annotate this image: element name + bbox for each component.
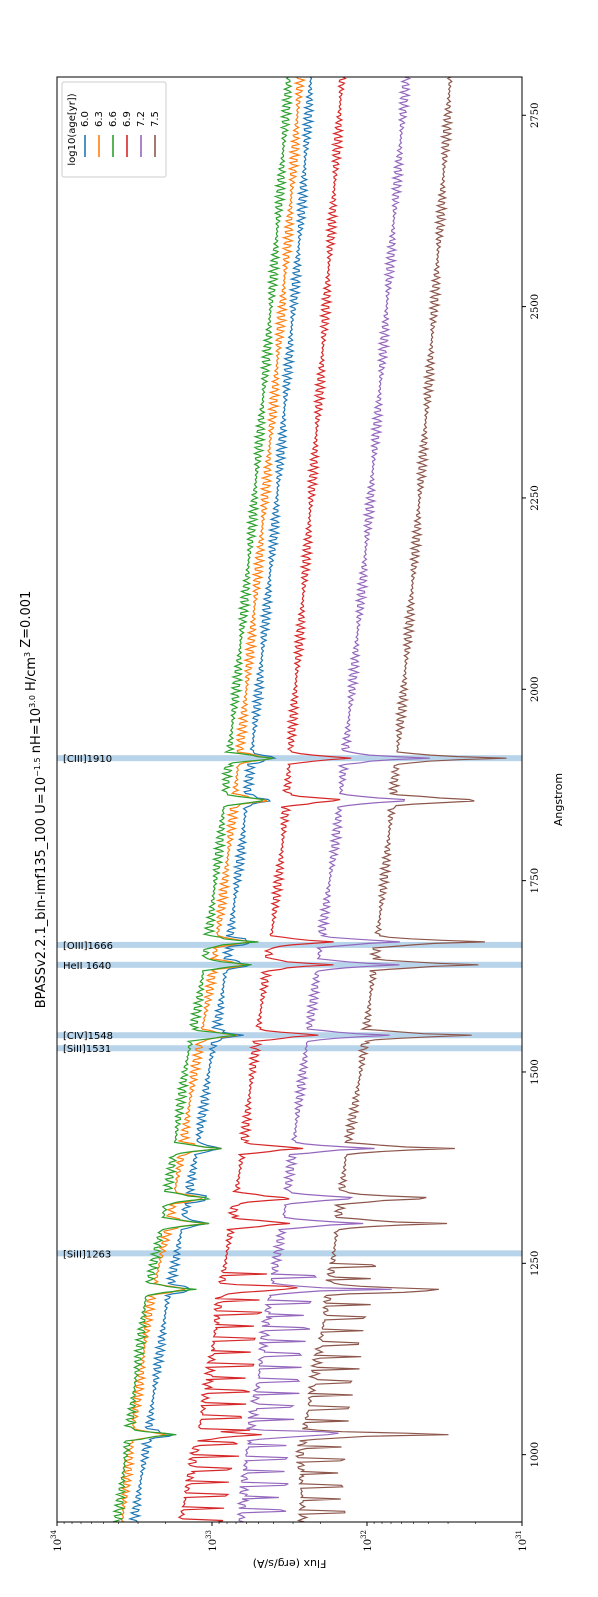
emission-line-label-0: [SiII]1263 xyxy=(63,1249,111,1260)
emission-line-label-5: [CIII]1910 xyxy=(63,754,112,765)
y-axis-ticks: 1031 1032 1033 1034 xyxy=(50,1522,529,1552)
y-axis-label: Flux (erg/s/A) xyxy=(253,1557,327,1570)
series-line-7.2 xyxy=(236,76,430,1523)
series-line-6.3 xyxy=(120,76,307,1523)
emission-band-0 xyxy=(57,1250,522,1257)
legend-label-6.9: 6.9 xyxy=(122,111,133,127)
emission-band-3 xyxy=(57,961,522,968)
series-line-7.5 xyxy=(294,76,507,1523)
chart-title: BPASSv2.2.1_bin-imf135_100 U=10−1.5 nH=1… xyxy=(19,591,49,1009)
legend-label-7.5: 7.5 xyxy=(150,111,161,127)
legend: log10(age[yr]) 6.0 6.3 6.6 6.9 7.2 7.5 xyxy=(61,81,167,178)
x-axis-ticks: 1000 1250 1500 1750 2000 2250 2500 2750 xyxy=(522,103,541,1467)
series-line-6.6 xyxy=(112,76,294,1523)
emission-band-1 xyxy=(57,1045,522,1052)
x-tick-label-3: 1750 xyxy=(530,868,541,893)
y-tick-label-0: 1031 xyxy=(515,1530,529,1552)
emission-line-label-2: [CIV]1548 xyxy=(63,1031,113,1042)
x-axis-label: Angstrom xyxy=(552,773,565,826)
emission-line-label-1: [SiII]1531 xyxy=(63,1044,111,1055)
x-tick-label-6: 2500 xyxy=(530,294,541,319)
series-line-6.0 xyxy=(127,76,316,1523)
series-line-6.9 xyxy=(177,76,352,1523)
x-tick-label-0: 1000 xyxy=(530,1442,541,1467)
legend-title: log10(age[yr]) xyxy=(67,93,78,165)
legend-label-7.2: 7.2 xyxy=(136,111,147,127)
plot-frame xyxy=(56,76,523,1523)
y-tick-label-1: 1032 xyxy=(360,1530,374,1552)
series-lines xyxy=(112,76,507,1523)
emission-band-2 xyxy=(57,1032,522,1039)
y-tick-label-2: 1033 xyxy=(205,1530,219,1552)
legend-label-6.6: 6.6 xyxy=(108,111,119,127)
x-tick-label-1: 1250 xyxy=(530,1251,541,1276)
emission-line-label-4: [OIII]1666 xyxy=(63,941,113,952)
x-tick-label-4: 2000 xyxy=(530,677,541,702)
legend-label-6.3: 6.3 xyxy=(94,111,105,127)
emission-line-labels: [SiII]1263 [SiII]1531 [CIV]1548 HeII 1640 [O… xyxy=(63,754,113,1260)
emission-line-label-3: HeII 1640 xyxy=(63,961,111,972)
y-tick-label-3: 1034 xyxy=(50,1529,64,1551)
x-tick-label-5: 2250 xyxy=(530,485,541,510)
legend-label-6.0: 6.0 xyxy=(80,111,91,127)
x-tick-label-2: 1500 xyxy=(530,1059,541,1084)
x-tick-label-7: 2750 xyxy=(530,103,541,128)
legend-box xyxy=(61,81,167,178)
